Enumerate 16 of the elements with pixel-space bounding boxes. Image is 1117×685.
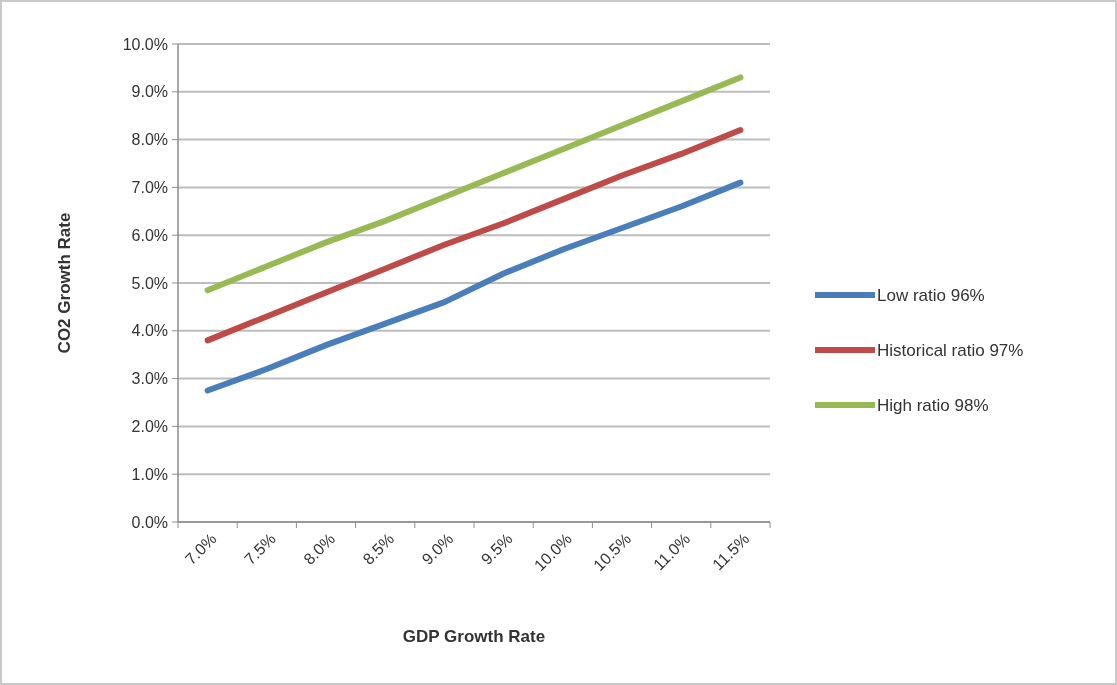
y-tick-label: 2.0% <box>131 418 168 435</box>
y-tick-label: 1.0% <box>131 465 168 483</box>
y-tick-label: 4.0% <box>131 322 168 340</box>
legend-label: Low ratio 96% <box>877 285 985 305</box>
y-tick-label: 7.0% <box>131 179 168 196</box>
y-tick-label: 9.0% <box>131 83 168 101</box>
y-tick-label: 8.0% <box>131 131 168 149</box>
y-tick-label: 10.0% <box>122 35 168 53</box>
y-tick-label: 3.0% <box>131 370 168 388</box>
y-tick-label: 5.0% <box>131 274 168 292</box>
x-axis-title: GDP Growth Rate <box>402 627 546 646</box>
y-axis-title: CO2 Growth Rate <box>55 212 74 354</box>
legend-label: Historical ratio 97% <box>877 340 1024 360</box>
y-tick-label: 6.0% <box>131 226 168 244</box>
legend-label: High ratio 98% <box>877 395 989 415</box>
y-tick-label: 0.0% <box>131 513 168 531</box>
